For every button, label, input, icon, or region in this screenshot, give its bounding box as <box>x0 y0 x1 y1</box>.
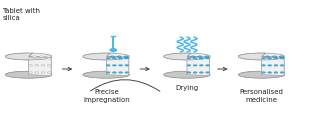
Polygon shape <box>261 54 266 75</box>
Circle shape <box>106 72 110 74</box>
Polygon shape <box>261 54 285 58</box>
Circle shape <box>187 65 191 66</box>
Circle shape <box>46 56 51 58</box>
Circle shape <box>205 56 209 58</box>
Circle shape <box>274 72 278 74</box>
Polygon shape <box>164 54 210 78</box>
Circle shape <box>268 72 271 74</box>
Circle shape <box>41 65 45 66</box>
Polygon shape <box>238 54 284 78</box>
Text: Precise
impregnation: Precise impregnation <box>83 89 130 102</box>
Circle shape <box>206 72 209 74</box>
Circle shape <box>206 58 209 60</box>
Circle shape <box>39 56 44 58</box>
Circle shape <box>199 72 203 74</box>
Circle shape <box>193 58 197 60</box>
Polygon shape <box>106 54 110 75</box>
Circle shape <box>279 56 284 58</box>
Circle shape <box>125 72 129 74</box>
Circle shape <box>106 58 110 60</box>
Circle shape <box>29 65 32 66</box>
Circle shape <box>35 58 39 60</box>
Polygon shape <box>5 54 51 60</box>
Polygon shape <box>5 54 51 78</box>
Circle shape <box>125 58 129 60</box>
Circle shape <box>261 65 266 66</box>
Polygon shape <box>187 54 210 58</box>
Polygon shape <box>261 57 284 76</box>
Polygon shape <box>83 54 129 60</box>
Circle shape <box>47 65 51 66</box>
Text: Drying: Drying <box>175 84 199 90</box>
Circle shape <box>274 65 278 66</box>
Circle shape <box>187 58 191 60</box>
Circle shape <box>119 72 123 74</box>
Circle shape <box>272 56 276 58</box>
Circle shape <box>119 65 123 66</box>
Circle shape <box>280 58 284 60</box>
Circle shape <box>125 65 129 66</box>
Ellipse shape <box>83 72 129 78</box>
Text: Personalised
medicine: Personalised medicine <box>240 89 284 102</box>
Circle shape <box>193 65 197 66</box>
Circle shape <box>119 58 123 60</box>
Circle shape <box>41 58 45 60</box>
Circle shape <box>35 65 39 66</box>
FancyArrowPatch shape <box>91 80 160 92</box>
Ellipse shape <box>164 72 210 78</box>
Circle shape <box>113 72 116 74</box>
Circle shape <box>32 56 37 58</box>
Circle shape <box>261 72 266 74</box>
Circle shape <box>113 65 116 66</box>
Polygon shape <box>83 54 129 78</box>
Circle shape <box>35 72 39 74</box>
Ellipse shape <box>5 72 52 78</box>
Circle shape <box>261 58 266 60</box>
Circle shape <box>106 65 110 66</box>
Polygon shape <box>29 54 52 58</box>
Ellipse shape <box>238 72 285 78</box>
Polygon shape <box>106 57 129 76</box>
Circle shape <box>280 65 284 66</box>
Circle shape <box>29 58 32 60</box>
Circle shape <box>110 56 114 58</box>
Circle shape <box>47 58 51 60</box>
Circle shape <box>117 56 121 58</box>
Polygon shape <box>29 54 33 75</box>
Circle shape <box>280 72 284 74</box>
Text: Tablet with
silica: Tablet with silica <box>2 7 40 21</box>
Circle shape <box>187 72 191 74</box>
Circle shape <box>206 65 209 66</box>
Circle shape <box>199 58 203 60</box>
Circle shape <box>268 65 271 66</box>
Polygon shape <box>187 54 191 75</box>
Circle shape <box>110 49 116 52</box>
Polygon shape <box>110 49 116 53</box>
Circle shape <box>191 56 195 58</box>
Circle shape <box>41 72 45 74</box>
Circle shape <box>268 58 271 60</box>
Circle shape <box>198 56 202 58</box>
Circle shape <box>274 58 278 60</box>
Polygon shape <box>106 54 129 58</box>
Circle shape <box>193 72 197 74</box>
Circle shape <box>199 65 203 66</box>
Circle shape <box>47 72 51 74</box>
Polygon shape <box>238 54 284 60</box>
Circle shape <box>265 56 270 58</box>
Circle shape <box>29 72 32 74</box>
Circle shape <box>113 58 116 60</box>
Circle shape <box>124 56 128 58</box>
Polygon shape <box>29 57 51 76</box>
Polygon shape <box>187 57 210 76</box>
Polygon shape <box>164 54 210 60</box>
